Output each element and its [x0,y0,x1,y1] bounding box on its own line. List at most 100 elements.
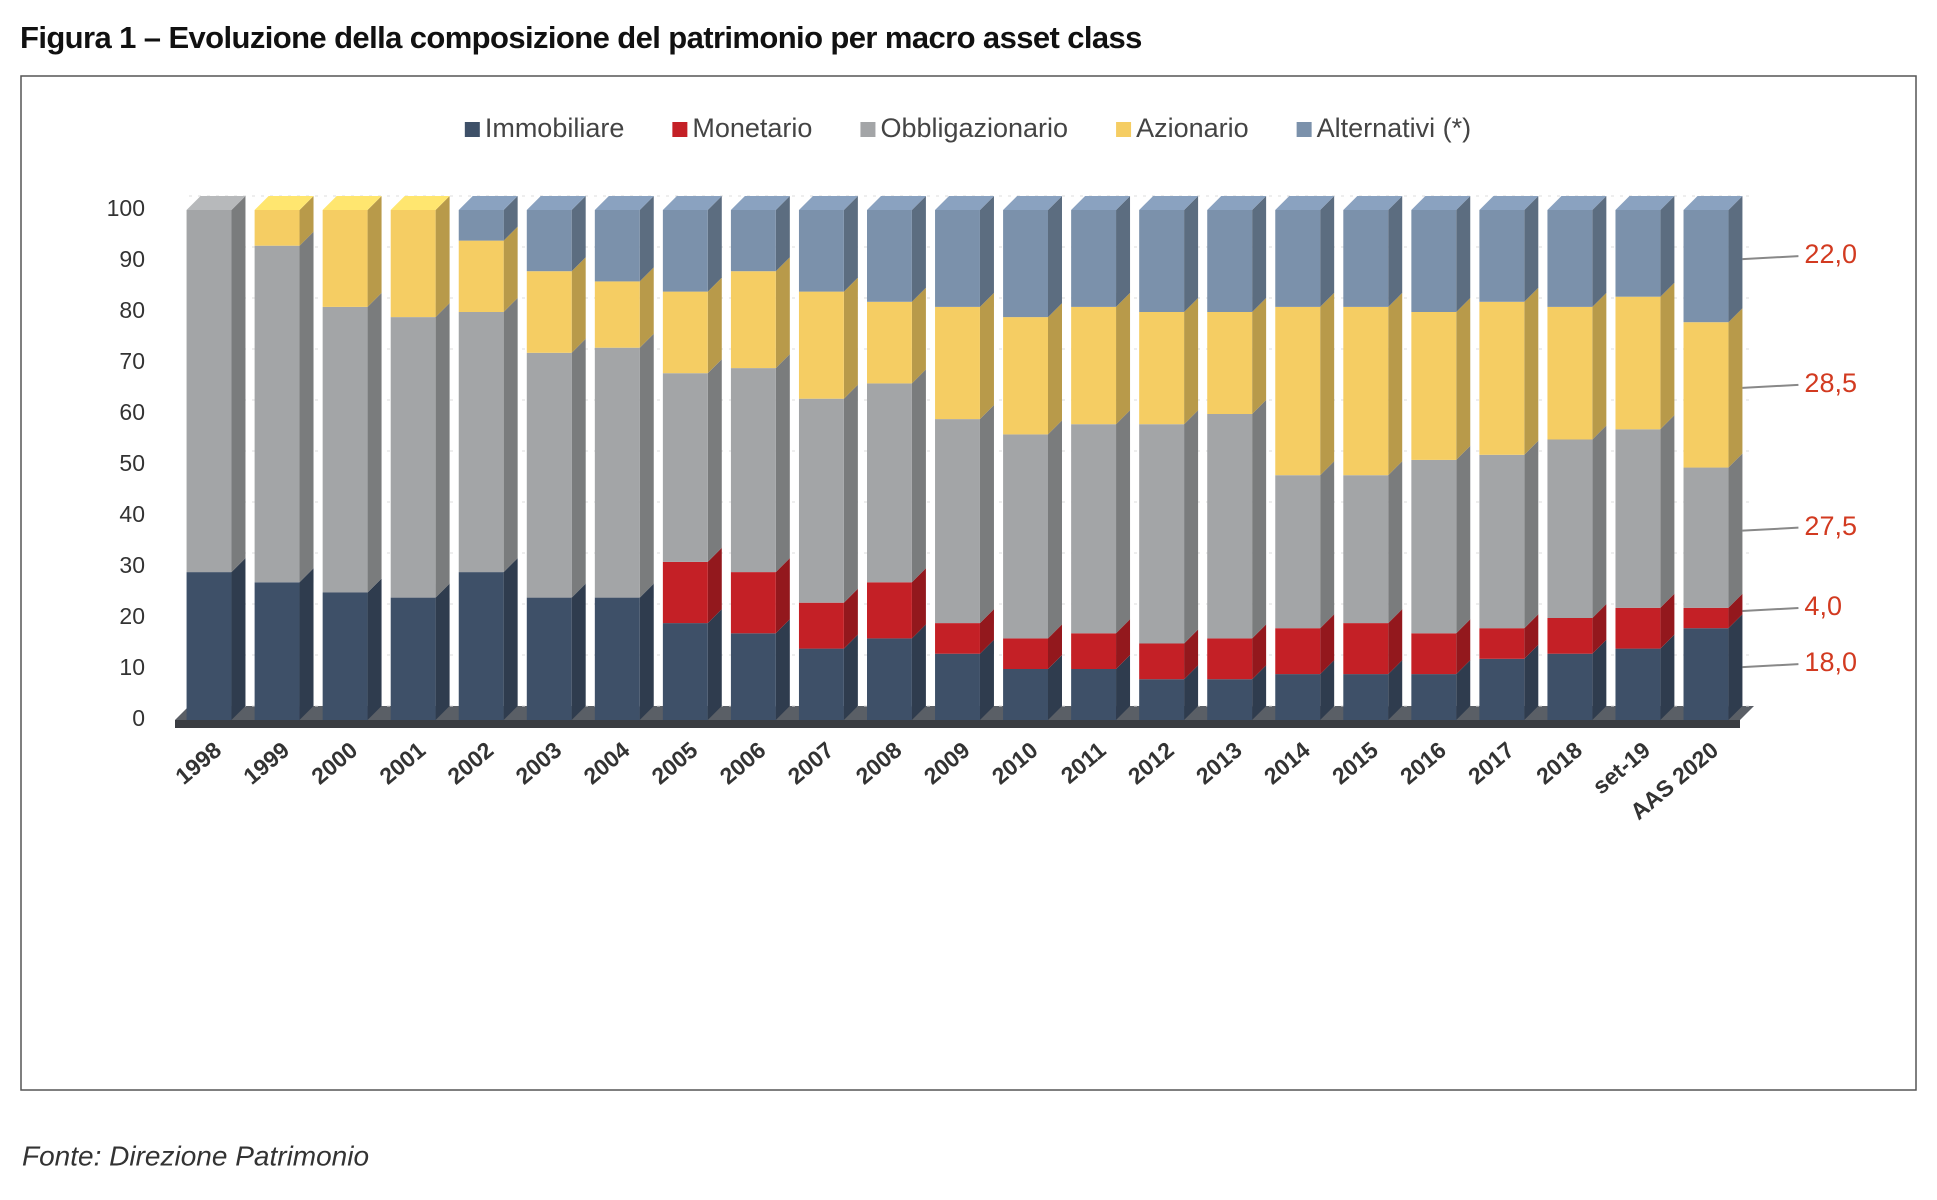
bar-segment [1547,306,1593,440]
bar-segment [1615,607,1661,649]
bar-segment [390,317,436,598]
bar-side [1047,420,1062,639]
bar-side [571,338,586,598]
bar-segment [1343,475,1389,624]
y-tick-label: 100 [107,195,145,221]
bar-segment [662,623,708,720]
bar-side [979,639,994,720]
x-tick-label: 1998 [170,736,226,789]
bar-segment [254,210,300,246]
bar-side [1252,624,1267,680]
bar-top [390,196,450,210]
bar-side [1047,303,1062,435]
bar-segment [594,210,640,282]
bar-segment [1615,429,1661,608]
bar-segment [1411,210,1457,312]
bar-segment [322,592,368,720]
bar-segment [1479,454,1525,629]
bar-segment [1139,679,1185,720]
bar-segment [1071,306,1117,425]
bar-top [1343,196,1403,210]
bar-segment [254,245,300,583]
bar-side [1592,292,1607,440]
bar-segment [1683,322,1729,468]
bar-side [775,196,790,272]
bar-segment [526,210,572,272]
value-label: 28,5 [1804,368,1857,398]
bar-segment [1547,653,1593,720]
bar-top [1071,196,1131,210]
bar-segment [867,582,912,639]
bar-segment [1479,210,1525,302]
bar-side [1592,639,1607,720]
y-tick-label: 70 [119,348,145,374]
bar-side [367,196,382,307]
bar-side [1116,292,1131,425]
bar-side [979,292,994,420]
bar-side [1592,604,1607,654]
bar-side [911,568,926,639]
bar-side [1388,292,1403,476]
bar-side [1456,619,1471,675]
bar-segment [390,597,436,720]
bar-side [571,257,586,353]
bar-segment [1411,674,1457,720]
chart-frame [20,75,1917,1091]
bar-side [1184,410,1199,644]
y-tick-label: 50 [119,450,145,476]
bar-side [1320,196,1335,307]
bar-segment [458,240,504,312]
x-tick-label: 2018 [1531,736,1587,789]
bar-side [843,277,858,399]
bar-segment [1479,628,1525,659]
bar-side [843,634,858,720]
bar-segment [1139,210,1185,312]
bar-side [1116,655,1131,720]
y-tick-label: 10 [119,654,145,680]
bar-side [1184,665,1199,720]
bar-side [979,609,994,654]
bar-side [1660,415,1675,608]
bar-side [299,196,314,246]
bar-top [186,196,246,210]
bar-segment [1547,618,1593,654]
bar-side [639,267,654,348]
bar-segment [1207,679,1253,720]
bar-segment [798,210,844,292]
bar-segment [322,306,368,593]
bar-side [1116,410,1131,634]
bar-top [1479,196,1539,210]
bar-top [322,196,382,210]
label-leader [1742,526,1799,532]
value-label: 22,0 [1804,239,1857,269]
bar-segment [730,271,776,369]
bar-segment [1683,607,1729,629]
x-tick-label: 2003 [510,737,566,790]
legend-label: Alternativi (*) [1317,113,1472,143]
bar-side [1047,624,1062,669]
y-tick-label: 20 [119,603,145,629]
bar-side [1047,655,1062,720]
bar-side [775,558,790,634]
label-leader [1742,663,1799,669]
bar-segment [1547,210,1593,307]
bar-side [1728,308,1743,468]
bar-side [299,231,314,583]
bar-side [707,359,722,562]
bar-segment [1071,210,1117,307]
bar-segment [1343,674,1389,720]
y-tick-label: 80 [119,297,145,323]
x-tick-label: 2016 [1395,737,1451,790]
bar-side [1252,665,1267,720]
legend-swatch [1116,122,1132,137]
bar-side [1660,196,1675,297]
bar-segment [1683,210,1729,323]
bar-side [979,196,994,307]
bar-side [503,196,518,241]
bar-side [503,226,518,312]
bar-segment [867,383,912,583]
bar-top [867,196,926,210]
bar-side [1388,609,1403,675]
bar-segment [662,210,708,292]
